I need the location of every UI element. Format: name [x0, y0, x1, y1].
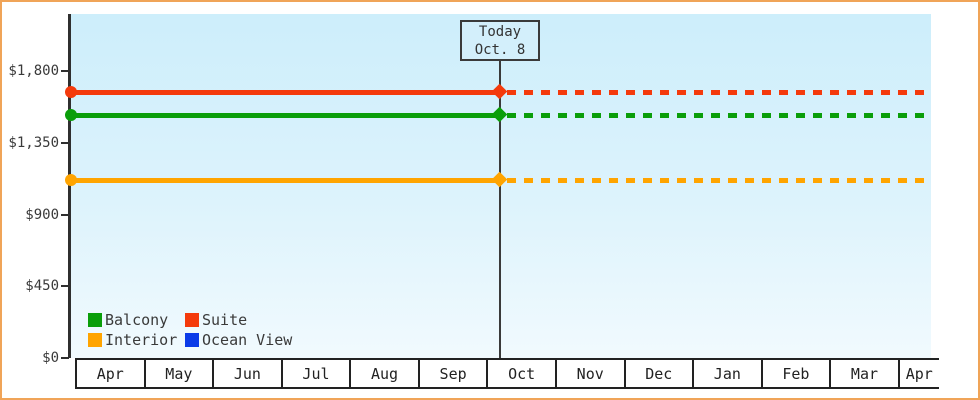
price-line-dashed-suite: [507, 90, 931, 95]
month-cell-dec: Dec: [626, 360, 695, 387]
month-cell-apr: Apr: [77, 360, 146, 387]
month-cell-oct: Oct: [488, 360, 557, 387]
plot-area: [71, 14, 931, 358]
today-box-line2: Oct. 8: [474, 41, 526, 58]
price-line-dashed-interior: [507, 178, 931, 183]
price-line-solid-interior: [71, 178, 500, 183]
legend-swatch: [88, 313, 102, 327]
legend-item-suite: Suite: [185, 310, 292, 330]
y-axis-tick-label: $900: [25, 206, 59, 223]
month-cell-may: May: [146, 360, 215, 387]
price-line-solid-balcony: [71, 113, 500, 118]
price-line-solid-suite: [71, 90, 500, 95]
series-start-marker: [65, 109, 77, 121]
month-cell-nov: Nov: [557, 360, 626, 387]
month-cell-apr-partial: Apr: [905, 364, 933, 383]
month-cell-jan: Jan: [694, 360, 763, 387]
y-axis: [68, 14, 71, 358]
y-axis-tick-label: $0: [42, 350, 59, 366]
month-cell-feb: Feb: [763, 360, 832, 387]
today-box: Today Oct. 8: [460, 20, 540, 61]
y-axis-tick-mark: [61, 285, 69, 288]
legend-swatch: [88, 333, 102, 347]
month-cell-mar: Mar: [831, 360, 900, 387]
y-axis-tick-mark: [61, 142, 69, 144]
month-cell-sep: Sep: [420, 360, 489, 387]
legend-label: Suite: [202, 311, 248, 329]
series-start-marker: [65, 174, 77, 186]
legend-swatch: [185, 333, 199, 347]
y-axis-tick-label: $1,350: [8, 135, 59, 151]
y-axis-tick-mark: [61, 357, 69, 359]
month-axis: Apr May Jun Jul Aug Sep Oct Nov Dec Jan Feb Mar Apr: [75, 358, 939, 389]
legend-label: Interior: [105, 331, 178, 349]
series-start-marker: [65, 86, 77, 98]
legend-item-balcony: Balcony: [88, 310, 185, 330]
legend-label: Ocean View: [202, 331, 293, 349]
y-axis-tick-mark: [61, 70, 69, 73]
month-cell-jun: Jun: [214, 360, 283, 387]
today-box-line1: Today: [478, 23, 522, 40]
today-line: [499, 59, 501, 358]
y-axis-tick-label: $1,800: [8, 63, 59, 80]
legend-item-ocean-view: Ocean View: [185, 330, 292, 350]
legend-label: Balcony: [105, 311, 169, 329]
y-axis-tick-mark: [61, 213, 69, 216]
month-cell-aug: Aug: [351, 360, 420, 387]
price-line-dashed-balcony: [507, 113, 931, 118]
legend-item-interior: Interior: [88, 330, 185, 350]
legend-swatch: [185, 313, 199, 327]
month-cell-jul: Jul: [283, 360, 352, 387]
legend: Balcony Suite Interior Ocean View: [88, 310, 292, 350]
y-axis-tick-label: $450: [25, 278, 59, 295]
